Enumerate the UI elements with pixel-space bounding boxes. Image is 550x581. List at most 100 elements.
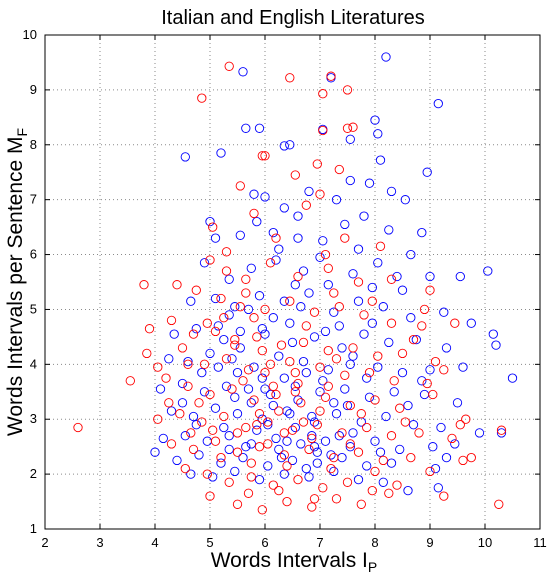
data-point (257, 345, 267, 356)
data-point (384, 225, 394, 235)
data-point (395, 444, 405, 455)
data-point (340, 384, 350, 394)
data-point (466, 318, 476, 328)
data-point (290, 381, 300, 391)
data-point (370, 115, 380, 125)
data-point (345, 442, 355, 452)
data-point (309, 494, 320, 504)
data-point (153, 362, 163, 372)
x-axis-label-main: Words Intervals I (211, 549, 368, 572)
data-point (491, 340, 501, 350)
data-point (271, 433, 281, 444)
data-point (348, 269, 358, 279)
data-point (312, 458, 322, 468)
data-point (252, 216, 262, 227)
data-point (274, 444, 284, 455)
data-point (263, 461, 273, 471)
data-point (290, 367, 300, 378)
data-point (285, 318, 295, 328)
data-point (353, 277, 364, 287)
data-point (323, 280, 333, 290)
data-point (384, 337, 394, 348)
data-point (216, 452, 226, 463)
data-point (293, 378, 303, 389)
data-point (430, 463, 441, 474)
data-point (246, 439, 256, 449)
data-point (304, 186, 314, 197)
data-point (389, 387, 399, 397)
data-point (397, 367, 408, 378)
data-point (73, 422, 83, 433)
data-point (290, 387, 300, 397)
data-point (235, 302, 245, 312)
data-point (285, 296, 295, 306)
data-point (439, 307, 449, 317)
data-point (362, 422, 372, 433)
data-point (364, 178, 375, 188)
data-point (318, 89, 328, 99)
data-point (252, 420, 262, 430)
data-point (232, 499, 243, 509)
data-point (309, 417, 320, 427)
data-point (257, 324, 267, 334)
data-point (384, 488, 394, 498)
data-point (417, 321, 427, 331)
data-point (428, 442, 438, 452)
data-point (425, 466, 435, 477)
data-point (340, 219, 350, 230)
data-point (329, 452, 339, 463)
data-point (375, 241, 386, 251)
data-point (386, 458, 397, 468)
data-point (315, 362, 325, 372)
data-point (265, 258, 276, 268)
data-point (208, 222, 218, 232)
data-point (271, 255, 281, 265)
data-point (177, 343, 188, 353)
data-point (408, 334, 419, 345)
data-point (257, 373, 267, 383)
data-point (373, 362, 383, 372)
data-point (507, 373, 518, 383)
data-point (461, 414, 471, 424)
x-axis-label: Words Intervals IP (211, 549, 378, 575)
data-point (249, 189, 259, 199)
data-point (353, 244, 364, 254)
data-point (342, 123, 353, 133)
data-point (194, 398, 204, 408)
data-point (224, 444, 234, 455)
data-point (403, 400, 413, 411)
data-point (425, 285, 435, 295)
data-point (411, 334, 421, 345)
data-point (293, 474, 303, 485)
data-point (326, 463, 336, 474)
data-point (301, 321, 311, 331)
y-tick-label: 8 (30, 137, 37, 152)
data-point (254, 123, 265, 133)
data-point (455, 271, 465, 282)
data-point (268, 400, 278, 411)
data-point (260, 367, 270, 378)
data-point (298, 356, 309, 367)
data-point (285, 409, 295, 419)
data-point (260, 384, 270, 394)
data-point (395, 403, 405, 413)
data-point (307, 431, 317, 441)
data-point (307, 433, 317, 444)
data-point (318, 125, 328, 136)
data-point (406, 313, 416, 323)
data-point (298, 266, 309, 276)
data-point (199, 359, 210, 369)
data-point (337, 428, 347, 438)
data-point (191, 285, 201, 295)
data-point (406, 249, 416, 260)
data-point (334, 302, 344, 312)
data-point (439, 491, 449, 501)
data-point (210, 403, 221, 413)
data-point (483, 266, 493, 276)
data-point (301, 200, 311, 210)
data-point (348, 428, 358, 438)
data-point (312, 420, 322, 430)
data-point (353, 447, 364, 457)
data-point (496, 428, 507, 438)
